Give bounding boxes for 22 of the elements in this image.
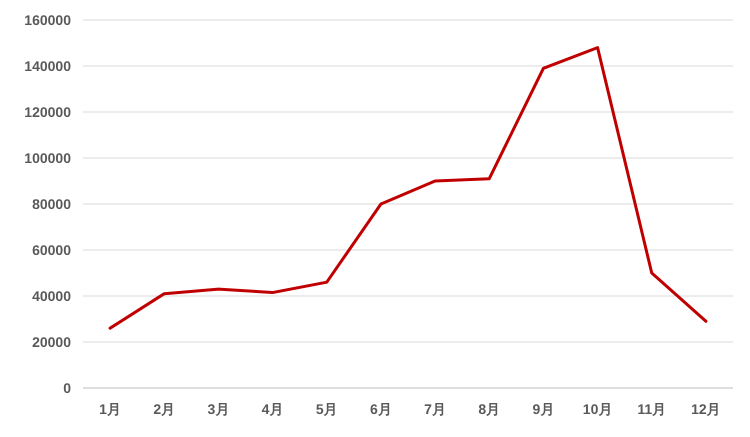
line-series: [108, 46, 708, 330]
y-tick-label: 80000: [32, 196, 72, 212]
y-tick-label: 140000: [24, 58, 72, 74]
x-tick-label: 5月: [316, 401, 338, 417]
x-tick-label: 12月: [691, 401, 721, 417]
y-tick-label: 100000: [24, 150, 72, 166]
x-tick-label: 7月: [424, 401, 446, 417]
y-tick-label: 20000: [32, 334, 72, 350]
y-tick-label: 40000: [32, 288, 72, 304]
x-tick-label: 2月: [153, 401, 176, 417]
x-tick-label: 10月: [582, 401, 612, 417]
x-tick-label: 9月: [532, 401, 554, 417]
x-tick-label: 11月: [637, 401, 666, 417]
x-tick-label: 6月: [370, 401, 392, 417]
x-tick-label: 3月: [208, 401, 230, 417]
y-tick-label: 120000: [24, 104, 72, 120]
y-tick-label: 60000: [32, 242, 72, 258]
y-tick-label: 160000: [24, 12, 72, 28]
x-tick-label: 1月: [99, 401, 121, 417]
x-tick-label: 8月: [478, 401, 500, 417]
x-tick-label: 4月: [262, 401, 284, 417]
y-tick-label: 0: [63, 380, 72, 396]
